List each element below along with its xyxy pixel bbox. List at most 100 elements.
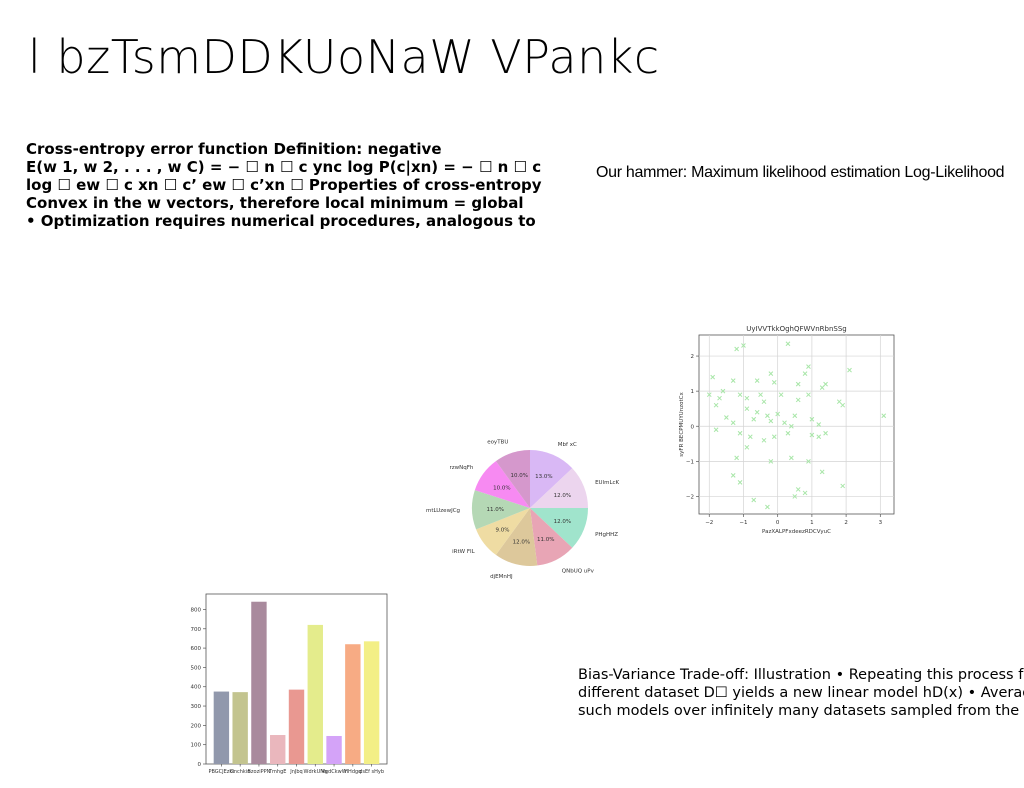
scatter-point: [795, 381, 801, 387]
x-tick-label: WdrkUNa: [304, 769, 328, 775]
scatter-point-stroke: [751, 497, 757, 503]
scatter-point: [802, 371, 808, 376]
y-tick-label: 100: [191, 743, 202, 749]
scatter-point: [771, 434, 777, 440]
y-tick-label: −1: [686, 459, 694, 465]
bar-chart: 0 100 200 300 400 500 600 700 800 PBGCJEzktGnchki…: [191, 593, 388, 775]
scatter-point-stroke: [823, 381, 828, 387]
bar: [251, 601, 267, 764]
x-tick-label: 2: [844, 520, 848, 526]
scatter-point: [819, 469, 825, 475]
slide-title: l bzTsmDDKUoNaW VPankc: [28, 30, 660, 84]
scatter-point-stroke: [765, 504, 770, 510]
scatter-point-stroke: [802, 490, 808, 496]
x-tick-label: 3: [879, 520, 883, 526]
pie-slice: [530, 450, 573, 508]
scatter-point-stroke: [881, 413, 887, 419]
scatter-chart: −2 −1 0 1 2 3 −2 −1 0 1 2 UyIVVTkkOghQFWVnRbnSSg Paz…: [679, 325, 895, 535]
x-tick-label: VgdCkwW: [321, 769, 346, 775]
bar: [363, 641, 380, 764]
scatter-point: [802, 490, 808, 496]
text-line: Convex in the w vectors, therefore local…: [26, 194, 524, 212]
scatter-point: [806, 364, 811, 369]
scatter-point: [778, 392, 784, 398]
scatter-point: [734, 455, 739, 461]
x-tick-label: PBGCJEzkt: [208, 769, 234, 775]
scatter-point-stroke: [823, 430, 828, 436]
pie-slice: [530, 468, 588, 508]
scatter-point: [761, 437, 767, 443]
scatter-point: [720, 388, 726, 394]
scatter-point-stroke: [795, 381, 801, 387]
scatter-point-stroke: [747, 434, 753, 440]
scatter-point: [737, 430, 743, 436]
scatter-point-stroke: [734, 346, 739, 352]
scatter-point: [819, 385, 825, 391]
scatter-point-stroke: [730, 378, 736, 383]
bar: [288, 689, 305, 764]
x-tick-label: dsEf sHyb: [359, 769, 384, 775]
scatter-point-stroke: [741, 343, 746, 348]
scatter-point-stroke: [734, 455, 739, 461]
scatter-point: [730, 420, 736, 426]
scatter-point-stroke: [706, 392, 712, 398]
scatter-point: [847, 367, 852, 373]
scatter-point-stroke: [771, 380, 777, 385]
scatter-point: [768, 458, 774, 464]
scatter-point-stroke: [751, 416, 757, 422]
scatter-point-stroke: [771, 434, 777, 440]
scatter-point: [713, 402, 719, 408]
scatter-point: [730, 473, 736, 478]
scatter-point: [744, 406, 750, 412]
scatter-point-stroke: [761, 399, 767, 405]
y-tick-label: 700: [191, 627, 202, 633]
text-line: log ☐ ew ☐ c xn ☐ c’ ew ☐ c’xn ☐ Propert…: [26, 176, 542, 194]
scatter-point: [816, 434, 822, 440]
scatter-point-stroke: [737, 480, 743, 485]
scatter-point-stroke: [761, 437, 767, 443]
scatter-point: [840, 402, 846, 408]
scatter-point-stroke: [744, 406, 750, 412]
scatter-point-stroke: [720, 388, 726, 394]
scatter-point-stroke: [737, 430, 743, 436]
scatter-point-stroke: [789, 455, 794, 461]
scatter-point: [741, 343, 746, 348]
scatter-point: [751, 416, 757, 422]
pie-slice-label: eoyTBU: [487, 439, 508, 445]
pie-slice-label: djEMnHJ: [490, 574, 513, 580]
scatter-point: [809, 432, 815, 438]
y-tick-label: 500: [191, 665, 202, 671]
scatter-point-stroke: [819, 469, 825, 475]
scatter-point: [789, 423, 794, 429]
scatter-point-stroke: [717, 395, 722, 401]
scatter-title: UyIVVTkkOghQFWVnRbnSSg: [746, 325, 846, 333]
x-tick-label: −2: [705, 520, 713, 526]
bar: [345, 644, 361, 764]
scatter-point-stroke: [768, 458, 774, 464]
pie-slice: [495, 450, 530, 508]
scatter-point: [806, 458, 811, 464]
scatter-point-stroke: [806, 392, 811, 398]
scatter-point: [761, 399, 767, 405]
scatter-point-stroke: [806, 364, 811, 369]
pie-slice: [530, 508, 573, 566]
scatter-point-stroke: [785, 341, 791, 347]
scatter-point-stroke: [782, 420, 787, 426]
scatter-point-stroke: [789, 423, 794, 429]
pie-slice-label: PHgHHZ: [595, 532, 618, 538]
scatter-point-stroke: [710, 374, 716, 380]
scatter-point-stroke: [754, 409, 760, 415]
y-tick-label: 800: [191, 607, 202, 613]
x-tick-label: HHdgq: [344, 769, 361, 775]
scatter-point: [754, 378, 760, 383]
pie-slice: [495, 508, 538, 566]
scatter-point: [806, 392, 811, 398]
scatter-point-stroke: [792, 494, 798, 499]
scatter-point: [881, 413, 887, 419]
scatter-point: [823, 430, 828, 436]
scatter-point-stroke: [806, 458, 811, 464]
scatter-point-stroke: [847, 367, 852, 373]
scatter-point: [724, 415, 729, 420]
scatter-point: [737, 392, 743, 398]
scatter-point: [706, 392, 712, 398]
